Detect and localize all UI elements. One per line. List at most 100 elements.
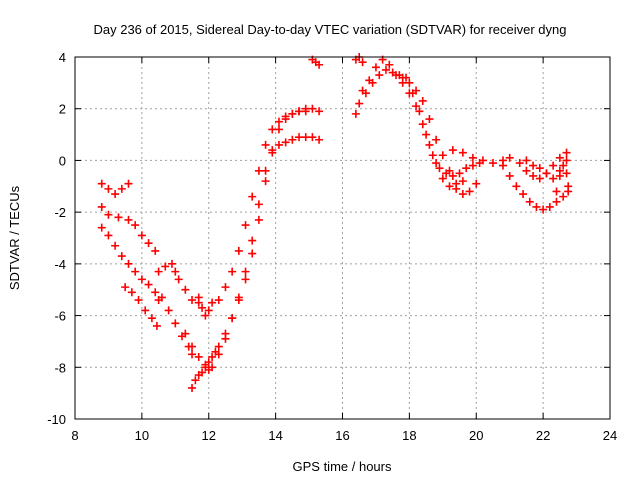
data-point (448, 171, 457, 180)
data-point (488, 159, 497, 168)
data-point (535, 164, 544, 173)
data-point (432, 135, 441, 144)
data-point (458, 148, 467, 157)
data-point (141, 306, 150, 315)
data-point (152, 321, 161, 330)
y-tick-label: 4 (59, 50, 66, 65)
data-point (281, 112, 290, 121)
data-point (228, 267, 237, 276)
data-point (147, 314, 156, 323)
data-point (458, 190, 467, 199)
data-point (422, 130, 431, 139)
data-point (564, 182, 573, 191)
data-point (124, 215, 133, 224)
data-point (214, 342, 223, 351)
series-track-r (552, 161, 573, 196)
data-point (559, 161, 568, 170)
data-point (468, 161, 477, 170)
data-point (478, 156, 487, 165)
data-point (381, 65, 390, 74)
data-point (261, 140, 270, 149)
data-point (522, 166, 531, 175)
grid-layer (75, 57, 610, 419)
data-point (505, 153, 514, 162)
data-point (555, 171, 564, 180)
series-track-p (499, 161, 573, 214)
data-point (268, 148, 277, 157)
data-point (308, 104, 317, 113)
series-track-o (448, 146, 571, 183)
data-point (201, 360, 210, 369)
series-track-n (398, 73, 481, 199)
series-track-q (522, 156, 571, 183)
data-point (134, 296, 143, 305)
data-point (552, 197, 561, 206)
data-point (445, 182, 454, 191)
data-point (174, 275, 183, 284)
y-tick-label: -4 (54, 257, 66, 272)
data-point (208, 298, 217, 307)
series-track-b (97, 202, 160, 255)
series-track-j (308, 55, 324, 69)
data-point (241, 267, 250, 276)
data-point (201, 311, 210, 320)
y-tick-label: 0 (59, 153, 66, 168)
data-point (435, 164, 444, 173)
data-point (465, 187, 474, 196)
y-tick-label: -2 (54, 205, 66, 220)
x-tick-label: 24 (603, 428, 617, 443)
data-point (131, 267, 140, 276)
data-point (144, 239, 153, 248)
y-tick-label: -6 (54, 309, 66, 324)
data-point (405, 78, 414, 87)
data-point (254, 215, 263, 224)
data-point (562, 156, 571, 165)
data-point (188, 296, 197, 305)
data-point (127, 288, 136, 297)
data-point (191, 376, 200, 385)
data-point (97, 179, 106, 188)
data-point (111, 241, 120, 250)
x-tick-label: 12 (202, 428, 216, 443)
data-point (505, 171, 514, 180)
data-point (268, 125, 277, 134)
data-point (398, 73, 407, 82)
data-point (315, 135, 324, 144)
series-track-f (157, 293, 197, 359)
data-point (412, 86, 421, 95)
x-axis-label: GPS time / hours (293, 459, 392, 474)
data-point (281, 138, 290, 147)
data-point (428, 151, 437, 160)
data-point (234, 293, 243, 302)
data-point (418, 96, 427, 105)
data-point (535, 174, 544, 183)
data-point (114, 213, 123, 222)
data-point (104, 184, 113, 193)
data-point (181, 285, 190, 294)
data-point (248, 249, 257, 258)
x-tick-label: 14 (268, 428, 282, 443)
data-point (154, 267, 163, 276)
data-point (228, 314, 237, 323)
series-track-d (121, 283, 161, 330)
data-point (188, 342, 197, 351)
data-point (301, 133, 310, 142)
data-point (519, 190, 528, 199)
data-point (385, 60, 394, 69)
data-point (214, 350, 223, 359)
data-point (254, 200, 263, 209)
data-point (167, 259, 176, 268)
data-point (512, 182, 521, 191)
data-point (412, 102, 421, 111)
data-point (124, 179, 133, 188)
data-point (455, 169, 464, 178)
series-track-a (97, 223, 163, 305)
data-point (188, 350, 197, 359)
x-tick-label: 16 (335, 428, 349, 443)
data-point (97, 202, 106, 211)
data-point (241, 221, 250, 230)
data-point (365, 76, 374, 85)
data-point (418, 120, 427, 129)
data-point (375, 71, 384, 80)
data-point (438, 174, 447, 183)
